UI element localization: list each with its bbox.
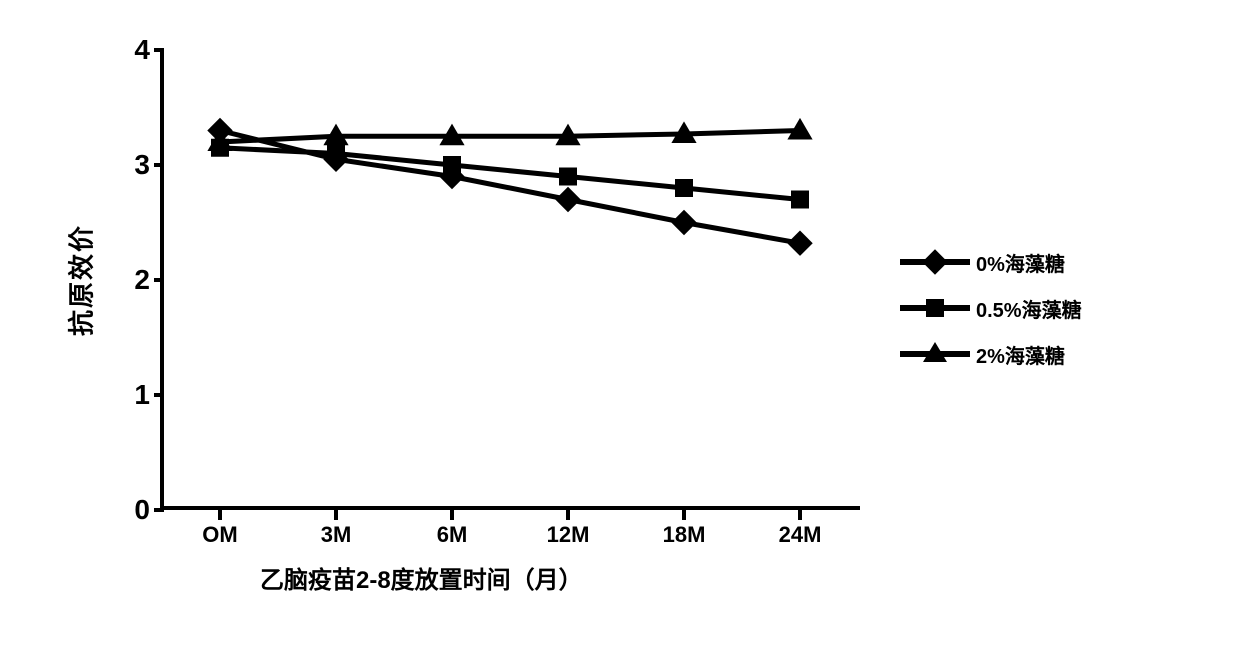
y-tick-label: 1 — [120, 379, 150, 411]
diamond-icon — [922, 249, 947, 274]
y-tick-label: 3 — [120, 149, 150, 181]
y-axis-label: 抗原效价 — [62, 224, 99, 336]
square-marker — [443, 156, 461, 174]
y-tick-label: 4 — [120, 34, 150, 66]
x-tick-label: 12M — [547, 522, 590, 548]
series-line — [220, 131, 800, 244]
legend-item: 2%海藻糖 — [900, 342, 1082, 366]
x-tick-label: 24M — [779, 522, 822, 548]
square-marker — [675, 179, 693, 197]
x-tick-label: OM — [202, 522, 237, 548]
legend-label: 2%海藻糖 — [976, 340, 1065, 369]
x-tick-mark — [450, 510, 454, 520]
legend-swatch — [900, 250, 970, 274]
legend: 0%海藻糖 0.5%海藻糖 2%海藻糖 — [900, 250, 1082, 388]
square-marker — [327, 145, 345, 163]
triangle-icon — [923, 342, 947, 362]
series-line — [220, 148, 800, 200]
square-marker — [559, 168, 577, 186]
x-tick-mark — [566, 510, 570, 520]
y-tick-label: 2 — [120, 264, 150, 296]
x-tick-mark — [218, 510, 222, 520]
x-tick-label: 18M — [663, 522, 706, 548]
x-tick-label: 3M — [321, 522, 352, 548]
square-icon — [926, 299, 944, 317]
square-marker — [791, 191, 809, 209]
x-tick-label: 6M — [437, 522, 468, 548]
diamond-marker — [671, 210, 696, 235]
legend-label: 0%海藻糖 — [976, 248, 1065, 277]
legend-swatch — [900, 296, 970, 320]
x-tick-mark — [682, 510, 686, 520]
series-line — [220, 131, 800, 143]
diamond-marker — [555, 187, 580, 212]
legend-item: 0%海藻糖 — [900, 250, 1082, 274]
y-tick-label: 0 — [120, 494, 150, 526]
chart-container: 抗原效价 0 1 2 3 4 OM 3M 6M 12M 18M 24M 乙脑疫苗2-8度放置时间（… — [60, 30, 1200, 610]
legend-item: 0.5%海藻糖 — [900, 296, 1082, 320]
x-axis-label: 乙脑疫苗2-8度放置时间（月） — [260, 560, 583, 595]
chart-lines — [160, 50, 860, 510]
x-tick-mark — [798, 510, 802, 520]
legend-swatch — [900, 342, 970, 366]
diamond-marker — [787, 230, 812, 255]
x-tick-mark — [334, 510, 338, 520]
legend-label: 0.5%海藻糖 — [976, 294, 1082, 323]
